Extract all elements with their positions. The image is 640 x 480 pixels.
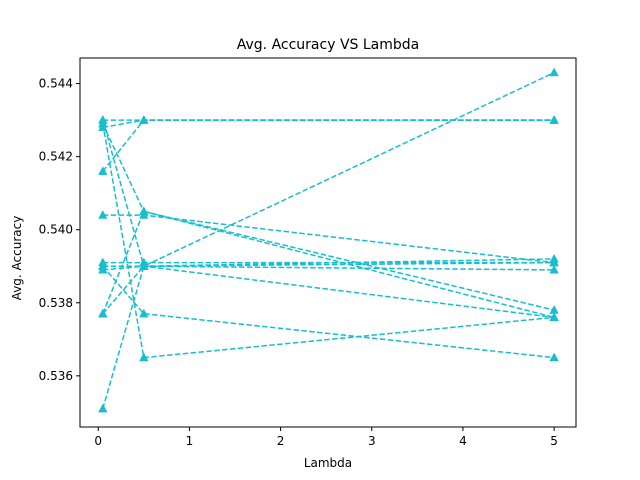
series-line-12 bbox=[102, 210, 555, 314]
plot-area bbox=[98, 67, 559, 413]
data-point-13-1 bbox=[98, 308, 108, 318]
data-point-14-3 bbox=[549, 257, 559, 267]
data-point-13-3 bbox=[549, 264, 559, 274]
x-axis-title: Lambda bbox=[304, 456, 352, 470]
x-tick-label: 5 bbox=[550, 434, 558, 448]
axes: 0 1 2 3 4 5 0.536 0.538 0.540 0.542 0.544 bbox=[39, 57, 577, 448]
y-tick-label: 0.536 bbox=[39, 369, 73, 383]
data-point-10-3 bbox=[549, 352, 559, 362]
y-tick-label: 0.542 bbox=[39, 150, 73, 164]
data-point-7-1 bbox=[98, 118, 108, 128]
data-point-10-2 bbox=[139, 308, 149, 318]
data-point-3-1 bbox=[98, 166, 108, 175]
chart-title: Avg. Accuracy VS Lambda bbox=[237, 37, 419, 53]
data-point-4-1 bbox=[98, 403, 108, 413]
y-tick-label: 0.540 bbox=[39, 223, 73, 237]
y-axis-title: Avg. Accuracy bbox=[10, 216, 24, 301]
axes-frame bbox=[79, 57, 577, 428]
series-line-13 bbox=[102, 265, 555, 315]
series-line-4 bbox=[102, 71, 555, 409]
data-point-14-2 bbox=[139, 261, 149, 270]
y-tick-label: 0.538 bbox=[39, 296, 73, 310]
data-point-12-2 bbox=[139, 206, 149, 216]
data-point-12-3 bbox=[549, 305, 559, 314]
data-point-3-2 bbox=[139, 115, 149, 124]
data-point-8-1 bbox=[98, 210, 108, 219]
data-point-4-3 bbox=[549, 67, 559, 77]
x-tick-label: 4 bbox=[459, 434, 467, 448]
x-tick-label: 0 bbox=[94, 434, 102, 448]
data-point-3-3 bbox=[549, 115, 559, 124]
data-point-14-1 bbox=[98, 261, 108, 270]
data-point-7-3 bbox=[549, 312, 559, 322]
x-tick-label: 2 bbox=[277, 434, 285, 448]
x-tick-label: 3 bbox=[368, 434, 376, 448]
y-tick-label: 0.544 bbox=[39, 77, 73, 91]
x-tick-label: 1 bbox=[186, 434, 194, 448]
series-line-10 bbox=[102, 265, 555, 359]
data-point-6-2 bbox=[139, 352, 149, 362]
